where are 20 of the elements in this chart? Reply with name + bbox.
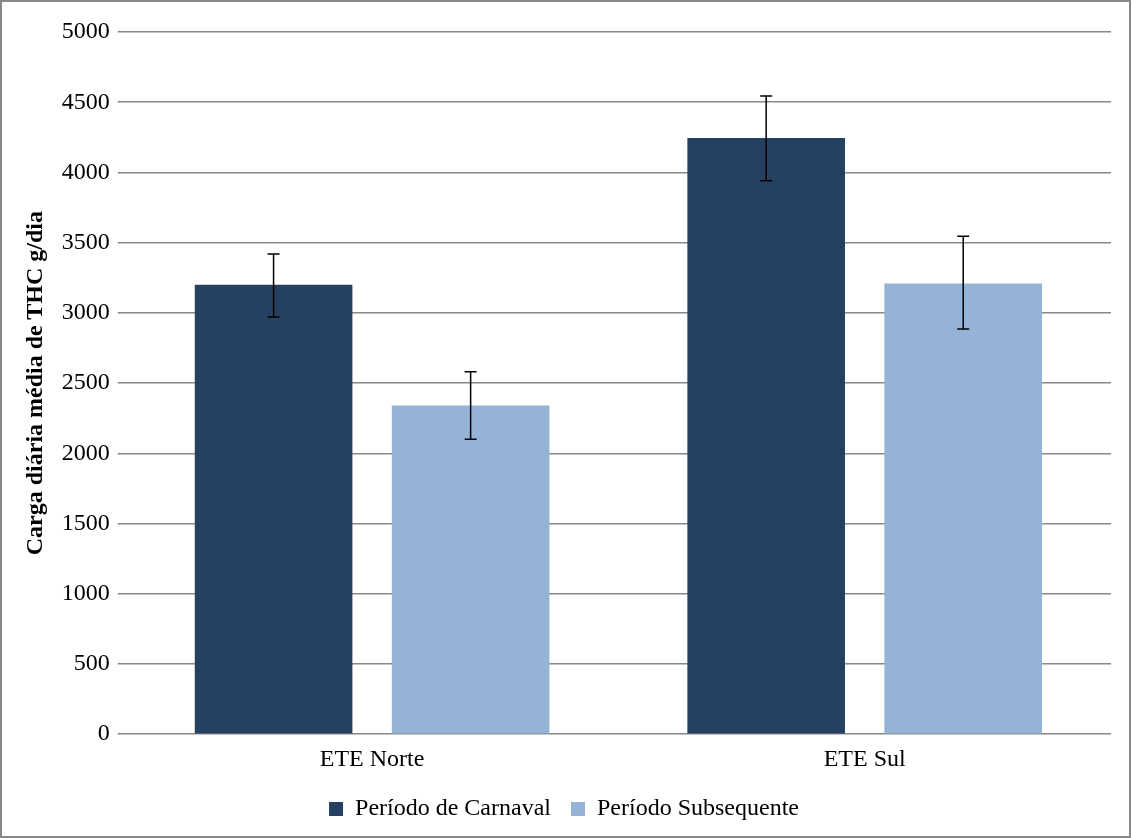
bar	[884, 283, 1043, 734]
y-tick-label: 0	[97, 719, 110, 746]
bar	[687, 138, 845, 734]
y-tick-label: 5000	[61, 17, 110, 44]
y-tick-label: 3000	[61, 298, 110, 325]
y-tick-label: 3500	[61, 227, 110, 254]
y-tick-label: 4500	[61, 87, 110, 114]
legend-label: Período de Carnaval	[355, 794, 552, 821]
y-tick-label: 4000	[61, 157, 110, 184]
y-tick-label: 1000	[61, 579, 110, 606]
x-tick-label: ETE Norte	[319, 744, 425, 771]
y-axis-title: Carga diária média de THC g/dia	[20, 210, 47, 556]
y-tick-label: 2500	[61, 368, 110, 395]
bar	[194, 284, 353, 734]
y-tick-label: 1500	[61, 508, 110, 535]
x-tick-label: ETE Sul	[823, 744, 907, 771]
legend-label: Período Subsequente	[596, 794, 799, 821]
y-tick-label: 500	[73, 649, 110, 676]
y-tick-label: 2000	[61, 438, 110, 465]
bar	[391, 405, 550, 734]
